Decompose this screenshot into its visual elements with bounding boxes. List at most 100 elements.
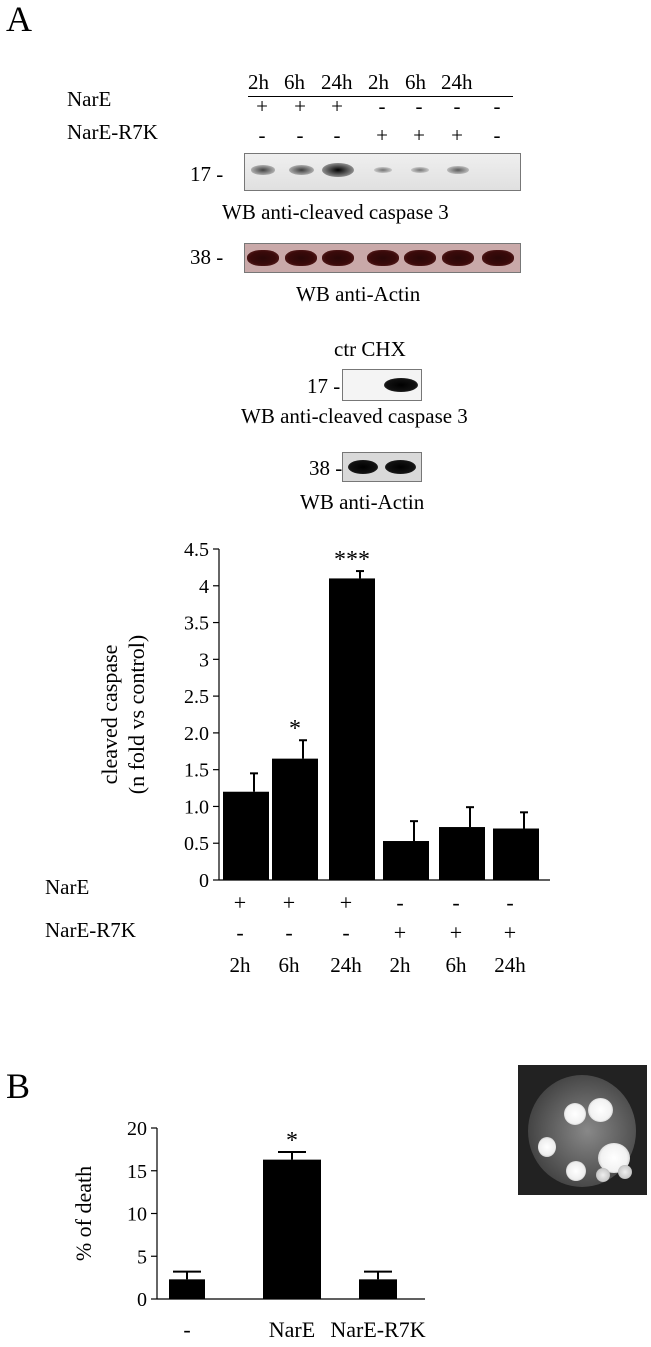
significance-mark: *** [334, 547, 370, 573]
narE-r7k-sign: - [342, 920, 349, 945]
bar [272, 758, 318, 880]
caspase-band [322, 163, 354, 177]
chx-caspase-band [384, 378, 418, 392]
ctr-chx-labels: ctr CHX [334, 337, 406, 361]
narE-r7k-sign: + [394, 920, 406, 945]
apoptotic-body [596, 1168, 610, 1182]
actin-band [404, 250, 436, 266]
y-tick-label: 3 [199, 649, 209, 671]
narE-sign: + [234, 890, 246, 915]
nucleus-micrograph [518, 1065, 647, 1195]
caspase-band [250, 165, 276, 175]
chartA-narE-label: NarE [45, 875, 90, 899]
chx-actin-band [385, 460, 416, 474]
y-tick-label: 1.0 [184, 796, 209, 818]
timepoint-label: 6h [284, 70, 305, 94]
apoptotic-body [588, 1098, 613, 1122]
bar [169, 1279, 205, 1299]
ctrl-caspase-blot [342, 369, 422, 401]
actin-band [322, 250, 354, 266]
y-tick-label: 0.5 [184, 833, 209, 855]
narE-sign: + [256, 94, 268, 118]
caspase-bar-chart: 0 0.5 1.0 1.5 2.0 2.5 3 3.5 4 4.5 cleaved caspase(… [97, 539, 550, 977]
x-category-label: - [183, 1317, 190, 1342]
timepoint-label: 2h [248, 70, 269, 94]
actin-band [247, 250, 279, 266]
ctr-actin-band [348, 460, 378, 474]
death-bar-chart: 0 5 10 15 20 % of death - * NarE NarE-R7K [71, 1118, 426, 1342]
x-category-label: 2h [230, 953, 252, 977]
narE-r7k-sign: - [493, 123, 501, 147]
narE-sign: + [283, 890, 295, 915]
timepoint-header: 2h 6h 24h 2h 6h 24h [248, 70, 513, 97]
y-tick-label: 10 [127, 1204, 147, 1226]
caspase-band [410, 166, 430, 174]
ctrl-actin-blot [342, 452, 422, 482]
timepoint-label: 2h [368, 70, 389, 94]
caspase-band [447, 166, 469, 174]
y-tick-label: 4 [199, 576, 209, 598]
narE-r7k-sign: - [285, 920, 292, 945]
narE-r7k-sign: - [236, 920, 243, 945]
ctrl-marker-17: 17 - [307, 374, 341, 398]
y-tick-label: 3.5 [184, 613, 209, 635]
y-tick-label: 2.0 [184, 723, 209, 745]
y-tick-label: 15 [127, 1161, 147, 1183]
narE-r7k-sign: + [451, 123, 463, 147]
significance-mark: * [289, 716, 301, 742]
y-axis-label: (n fold vs control) [124, 635, 149, 794]
x-category-label: 24h [494, 953, 526, 977]
narE-sign: - [453, 94, 461, 118]
narE-r7k-row-label: NarE-R7K [67, 120, 158, 144]
narE-sign: - [452, 890, 459, 915]
x-category-label: 24h [330, 953, 362, 977]
narE-r7k-sign: + [376, 123, 388, 147]
chartA-narE-r7k-label: NarE-R7K [45, 918, 136, 942]
actin-band [367, 250, 399, 266]
caspase-blot [244, 153, 521, 191]
actin-caption: WB anti-Actin [296, 282, 421, 306]
ctrl-caspase-caption: WB anti-cleaved caspase 3 [241, 404, 468, 428]
timepoint-label: 6h [405, 70, 426, 94]
bar [359, 1279, 397, 1299]
caspase-caption: WB anti-cleaved caspase 3 [222, 200, 449, 224]
bar [439, 827, 485, 880]
panel-b-letter: B [6, 1066, 31, 1106]
narE-sign: - [415, 94, 423, 118]
marker-17: 17 - [190, 162, 224, 186]
actin-band [442, 250, 474, 266]
narE-r7k-sign: + [450, 920, 462, 945]
caspase-band [373, 166, 393, 174]
narE-sign: - [378, 94, 386, 118]
significance-mark: * [286, 1128, 298, 1154]
y-tick-label: 1.5 [184, 760, 209, 782]
narE-row-label: NarE [67, 87, 112, 111]
y-axis-label: cleaved caspase [97, 645, 122, 785]
x-category-label: NarE-R7K [330, 1317, 425, 1342]
narE-sign: - [506, 890, 513, 915]
apoptotic-body [566, 1161, 586, 1181]
y-tick-label: 5 [137, 1246, 147, 1268]
narE-r7k-sign: + [413, 123, 425, 147]
x-category-label: NarE [269, 1317, 315, 1342]
narE-sign: - [396, 890, 403, 915]
bar [223, 791, 269, 880]
x-category-label: 2h [390, 953, 412, 977]
narE-r7k-sign: + [504, 920, 516, 945]
narE-sign: + [340, 890, 352, 915]
apoptotic-body [538, 1137, 556, 1157]
narE-r7k-sign: - [258, 123, 266, 147]
timepoint-label: 24h [441, 70, 473, 94]
y-tick-label: 20 [127, 1118, 147, 1140]
narE-sign: - [493, 94, 501, 118]
y-axis-label: % of death [71, 1166, 96, 1261]
bar [493, 828, 539, 880]
actin-blot [244, 243, 521, 273]
narE-r7k-sign: - [333, 123, 341, 147]
y-tick-label: 0 [137, 1289, 147, 1311]
actin-band [285, 250, 317, 266]
bar [263, 1159, 321, 1299]
ctrl-actin-caption: WB anti-Actin [300, 490, 425, 514]
ctrl-marker-38: 38 - [309, 456, 343, 480]
y-tick-label: 4.5 [184, 539, 209, 561]
